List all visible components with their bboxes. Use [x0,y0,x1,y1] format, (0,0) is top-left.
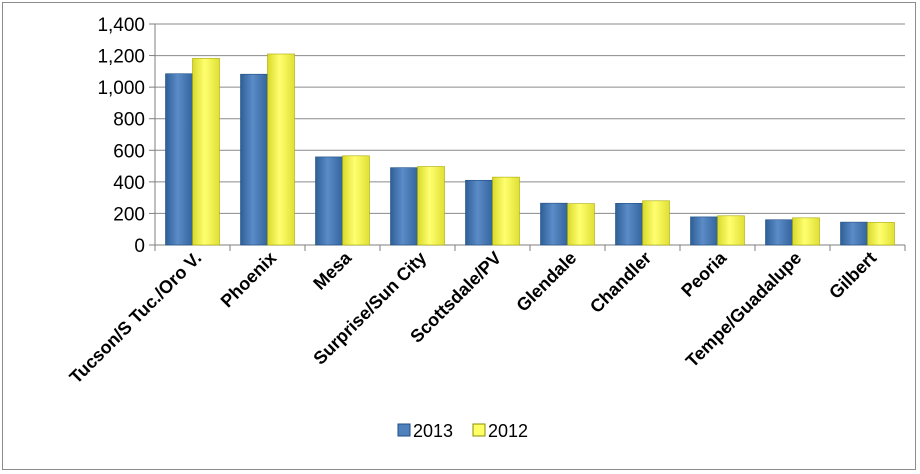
bar-2013 [165,73,193,246]
x-tick-label: Tucson/S Tuc./Oro V. [66,248,206,388]
legend-swatch-2013 [397,423,411,437]
bar-2013 [840,221,868,246]
y-tick-label: 1,400 [97,15,145,36]
bar-2012 [267,53,295,246]
bar-2013 [690,216,718,246]
x-tick-label: Peoria [677,247,731,301]
bar-2012 [792,217,820,246]
bar-2012 [417,166,445,246]
bar-2013 [240,73,268,246]
bar-2012 [867,222,895,246]
bar-2013 [540,202,568,246]
bar-2012 [342,155,370,246]
bars [165,53,895,246]
y-tick-label: 1,200 [97,47,145,68]
y-tick-label: 800 [113,110,145,131]
y-tick-label: 200 [113,204,145,225]
y-tick-label: 400 [113,173,145,194]
y-tick-label: 1,000 [97,78,145,99]
legend: 2013 2012 [397,421,528,441]
x-tick-label: Glendale [512,248,580,316]
bar-2013 [765,219,793,246]
bar-2012 [192,58,220,246]
legend-label-2012: 2012 [488,421,528,441]
bar-2012 [492,176,520,246]
x-tick-label: Phoenix [217,248,281,312]
legend-swatch-2012 [472,423,486,437]
x-tick-label: Chandler [586,248,655,317]
y-tick-label: 0 [134,236,145,257]
bar-2012 [642,200,670,246]
x-tick-label: Gilbert [825,248,880,303]
bar-2013 [615,203,643,246]
x-tick-label: Mesa [309,247,356,294]
bar-2013 [390,167,418,246]
bar-2013 [465,179,493,246]
bar-2012 [567,203,595,246]
legend-label-2013: 2013 [413,421,453,441]
bar-2013 [315,156,343,246]
y-tick-label: 600 [113,141,145,162]
bar-2012 [717,215,745,246]
